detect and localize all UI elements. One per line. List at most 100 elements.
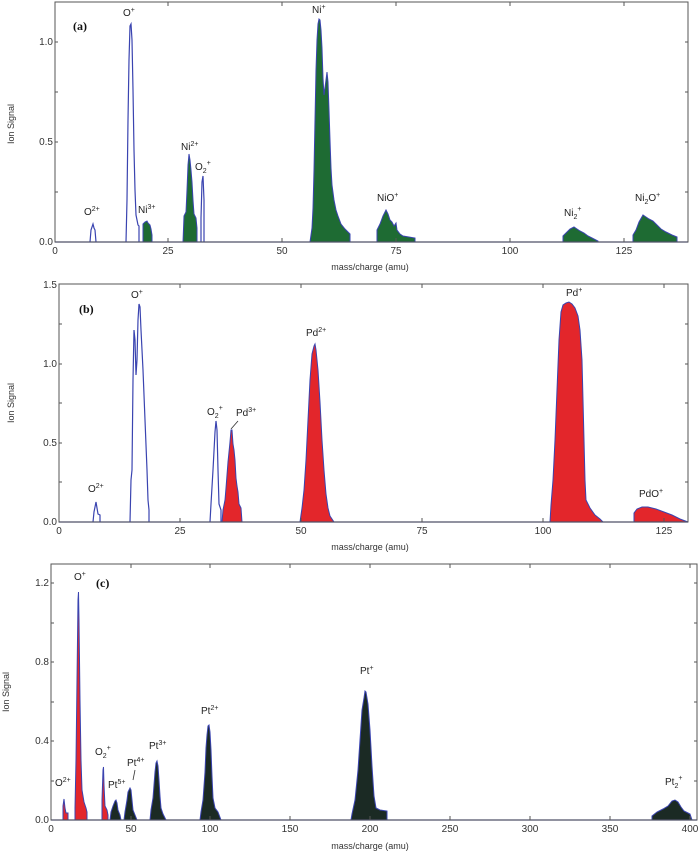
peak-o2-dioxygen (209, 420, 222, 523)
panel-b-xtick-3: 75 (416, 526, 428, 537)
peak-pt3plus (149, 759, 167, 821)
label-c-o2-dioxygen: O2+ (95, 745, 111, 760)
label-a-ni2dimer: Ni2+ (564, 206, 581, 221)
peak-o2-dioxygen (101, 766, 109, 821)
peak-ni2plus (182, 153, 198, 243)
panel-c-xtick-5: 250 (442, 824, 459, 835)
panel-b: 0.0 0.5 1.0 1.5 0 25 50 75 100 125 mass/… (6, 280, 689, 552)
panel-a-ytick-2: 1.0 (39, 37, 53, 48)
panel-c-peaks (62, 591, 693, 821)
label-b-pd2plus: Pd2+ (306, 327, 326, 339)
panel-a-peaks (142, 17, 678, 243)
label-a-ni3plus: Ni3+ (138, 204, 155, 216)
label-b-oplus: O+ (131, 289, 143, 301)
pd3-leader-line (230, 420, 239, 430)
panel-b-yticks (59, 323, 688, 483)
peak-pt1plus (350, 689, 388, 821)
panel-a-xtick-1: 25 (162, 246, 174, 257)
panel-c-xtick-8: 400 (682, 824, 699, 835)
label-b-o2plus: O2+ (88, 483, 104, 495)
panel-a-xtick-5: 125 (616, 246, 633, 257)
panel-b-frame (58, 283, 689, 523)
panel-b-xtick-1: 25 (174, 526, 186, 537)
panel-c-xtick-1: 50 (125, 824, 137, 835)
panel-b-xtick-5: 125 (656, 526, 673, 537)
peak-o2plus (62, 798, 69, 821)
panel-a-yticks (55, 41, 688, 193)
panel-a-label: (a) (73, 19, 87, 33)
label-b-pd1plus: Pd+ (566, 287, 582, 299)
panel-c-xtick-0: 0 (48, 824, 54, 835)
panel-b-oxygen-peaks (92, 303, 222, 523)
panel-b-xtick-0: 0 (56, 526, 62, 537)
pt4-leader-line (132, 769, 136, 781)
peak-oplus (129, 303, 150, 523)
label-a-o2-dioxygen: O2+ (195, 160, 211, 175)
panel-c: 0.0 0.4 0.8 1.2 0 50 100 150 200 250 300… (1, 563, 699, 851)
label-b-pdOplus: PdO+ (639, 488, 663, 500)
panel-b-ytick-2: 1.0 (43, 359, 57, 370)
panel-c-ylabel: Ion Signal (1, 672, 11, 712)
panel-c-ytick-0: 0.0 (35, 815, 49, 826)
panel-b-ytick-0: 0.0 (43, 517, 57, 528)
panel-c-label: (c) (96, 576, 109, 590)
panel-b-ytick-3: 1.5 (43, 280, 57, 291)
panel-a-xtick-4: 100 (502, 246, 519, 257)
panel-b-label: (b) (79, 302, 94, 316)
panel-a-xticks (54, 2, 625, 242)
label-a-o2plus: O2+ (84, 206, 100, 218)
panel-c-xtick-4: 200 (362, 824, 379, 835)
label-a-ni2Oplus: Ni2O+ (635, 192, 660, 206)
panel-c-xtick-7: 350 (602, 824, 619, 835)
peak-pt4plus (123, 786, 138, 821)
peak-oplus (74, 591, 88, 821)
panel-a-xtick-3: 75 (390, 246, 402, 257)
peak-pt5plus (109, 799, 122, 821)
label-c-pt3plus: Pt3+ (149, 740, 166, 752)
panel-b-xlabel: mass/charge (amu) (331, 542, 409, 552)
panel-c-xticks (50, 564, 691, 820)
label-c-pt2dimer: Pt2+ (665, 775, 682, 790)
panel-b-xtick-4: 100 (535, 526, 552, 537)
peak-pd3plus (221, 429, 243, 523)
panel-c-ytick-1: 0.4 (35, 736, 49, 747)
panel-a-ylabel: Ion Signal (6, 104, 16, 144)
panel-b-peaks (221, 301, 689, 523)
label-c-pt5plus: Pt5+ (108, 779, 125, 791)
panel-c-xtick-6: 300 (522, 824, 539, 835)
label-c-oplus: O+ (74, 571, 86, 583)
peak-pdOplus (633, 506, 689, 523)
panel-a-ytick-0: 0.0 (39, 237, 53, 248)
panel-a-xtick-2: 50 (276, 246, 288, 257)
panel-a-xtick-0: 0 (52, 246, 58, 257)
peak-o2plus (92, 501, 101, 523)
label-a-ni1plus: Ni+ (312, 4, 326, 16)
panel-a-ytick-1: 0.5 (39, 137, 53, 148)
label-b-pd3plus: Pd3+ (236, 407, 256, 419)
panel-a-frame (54, 1, 689, 243)
panel-a-xlabel: mass/charge (amu) (331, 262, 409, 272)
panel-b-ylabel: Ion Signal (6, 383, 16, 423)
peak-pt2plus (199, 723, 222, 821)
panel-a-oxygen-peaks (89, 21, 205, 243)
label-c-pt4plus: Pt4+ (127, 757, 144, 769)
peak-oplus (125, 21, 140, 243)
peak-pt2dimer (651, 799, 693, 821)
label-c-o2plus: O2+ (55, 777, 71, 789)
label-c-pt1plus: Pt+ (360, 665, 374, 677)
panel-c-ytick-2: 0.8 (35, 657, 49, 668)
label-a-niOplus: NiO+ (377, 192, 398, 204)
panel-c-frame (50, 563, 698, 821)
label-a-oplus: O+ (123, 7, 135, 19)
panel-c-xtick-2: 100 (202, 824, 219, 835)
panel-c-ytick-3: 1.2 (35, 578, 49, 589)
peak-pd2plus (299, 342, 335, 523)
label-a-ni2plus: Ni2+ (181, 141, 198, 153)
label-b-o2-dioxygen: O2+ (207, 405, 223, 420)
panel-b-ytick-1: 0.5 (43, 438, 57, 449)
peak-ni2dimer (562, 226, 599, 243)
peak-ni3plus (142, 220, 153, 243)
panel-b-xticks (58, 284, 665, 522)
panel-c-xlabel: mass/charge (amu) (331, 841, 409, 851)
